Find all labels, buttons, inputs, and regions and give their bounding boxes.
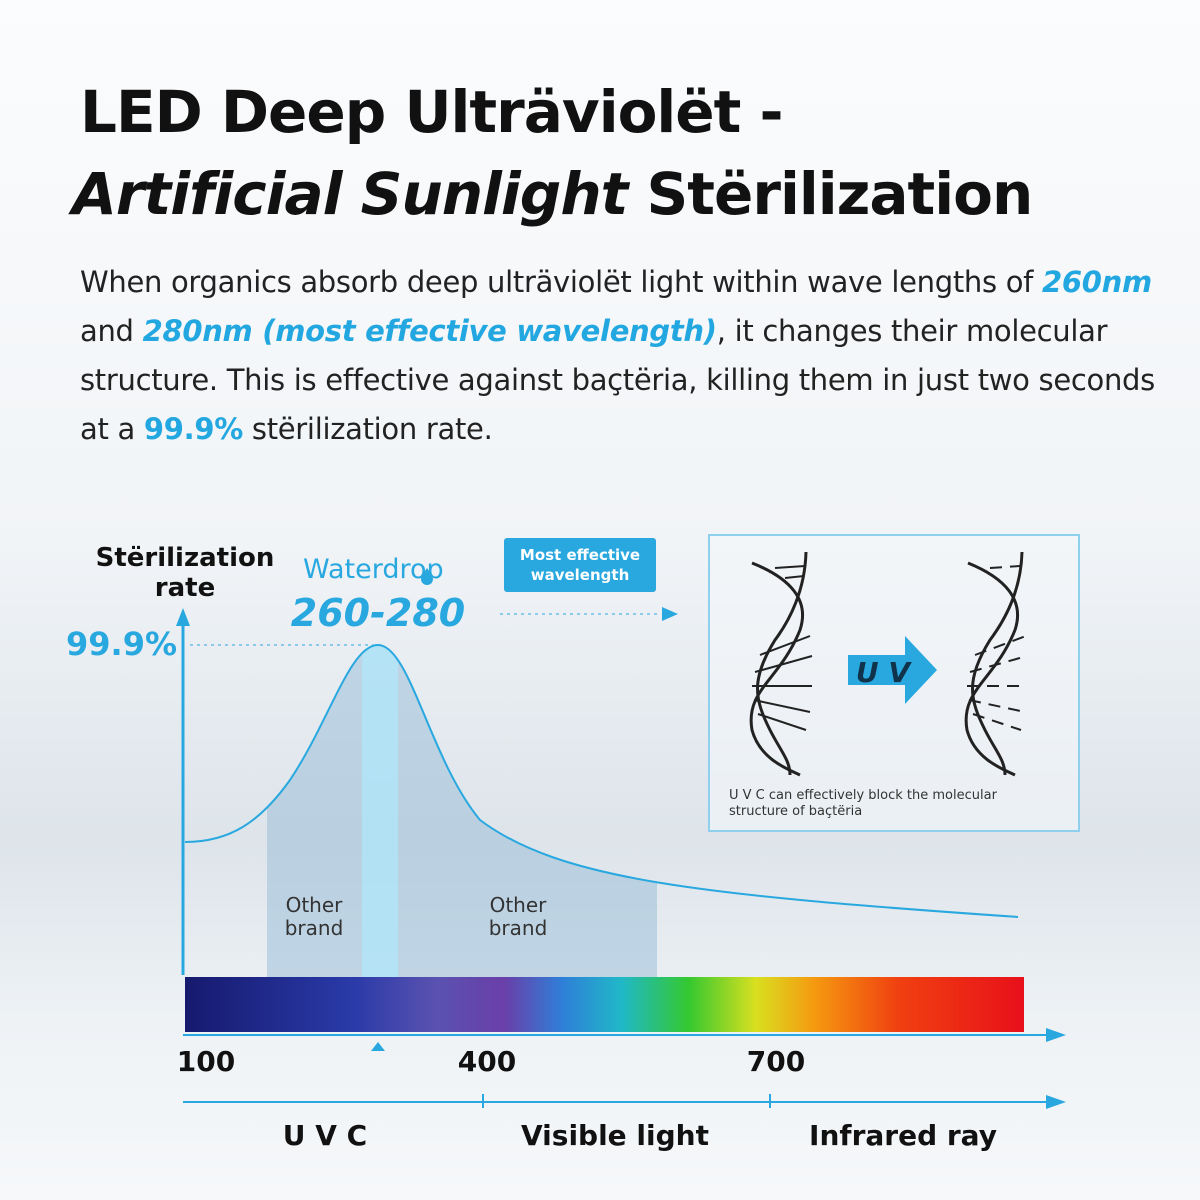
dna-broken-icon	[964, 551, 1028, 777]
y-axis-label: Stërilization	[96, 543, 275, 573]
text: stërilization rate.	[242, 412, 493, 446]
marker-triangle-icon	[371, 1042, 385, 1051]
peak-value: 99.9%	[66, 625, 177, 663]
uv-arrow-icon	[848, 636, 937, 704]
y-axis-arrow-icon	[176, 608, 190, 626]
title-line-1: LED Deep Ulträviolët -	[80, 78, 784, 146]
uv-label: U V	[856, 656, 912, 689]
text: When organics absorb deep ulträviolët li…	[80, 265, 1043, 299]
highlight-280nm: 280nm (most effective wavelength)	[142, 314, 717, 348]
other-brand-label: Other	[490, 893, 548, 917]
panel-caption: structure of baçtëria	[729, 804, 862, 819]
spectrum-bar	[185, 977, 1024, 1032]
rate-curve	[184, 643, 1019, 918]
water-drop-icon	[421, 568, 433, 585]
brand-range: 260-280	[291, 591, 465, 635]
most-effective-badge	[504, 538, 656, 592]
title-italic: Artificial Sunlight	[72, 160, 628, 228]
other-brand-label: brand	[285, 916, 344, 940]
region-label-visible: Visible light	[521, 1119, 709, 1152]
badge-text: Most effective	[520, 546, 640, 564]
badge-text: wavelength	[531, 566, 630, 584]
x-tick-label: 100	[177, 1045, 235, 1078]
text: and	[80, 314, 143, 348]
region-label-uvc: U V C	[283, 1119, 367, 1152]
waterdrop-band	[362, 645, 398, 977]
x-tick-label: 400	[458, 1045, 516, 1078]
y-axis-label: rate	[155, 573, 215, 603]
title-line-2: Artificial Sunlight Stërilization	[72, 160, 1034, 228]
brand-name: Waterdrop	[303, 554, 444, 585]
x-axis-arrow-icon	[1046, 1028, 1066, 1042]
description: When organics absorb deep ulträviolët li…	[80, 258, 1160, 454]
panel-caption: U V C can effectively block the molecula…	[729, 788, 998, 803]
dna-intact-icon	[749, 551, 813, 777]
highlight-rate: 99.9%	[143, 412, 243, 446]
title-rest: Stërilization	[627, 160, 1034, 228]
callout-arrow-icon	[662, 607, 678, 621]
highlight-260nm: 260nm	[1042, 265, 1152, 299]
other-brand-label: Other	[286, 893, 344, 917]
x-tick-label: 700	[747, 1045, 805, 1078]
region-label-infrared: Infrared ray	[809, 1119, 997, 1152]
other-brand-label: brand	[489, 916, 548, 940]
region-axis-arrow-icon	[1046, 1095, 1066, 1109]
text: , it changes their molecular structure. …	[80, 314, 1155, 446]
